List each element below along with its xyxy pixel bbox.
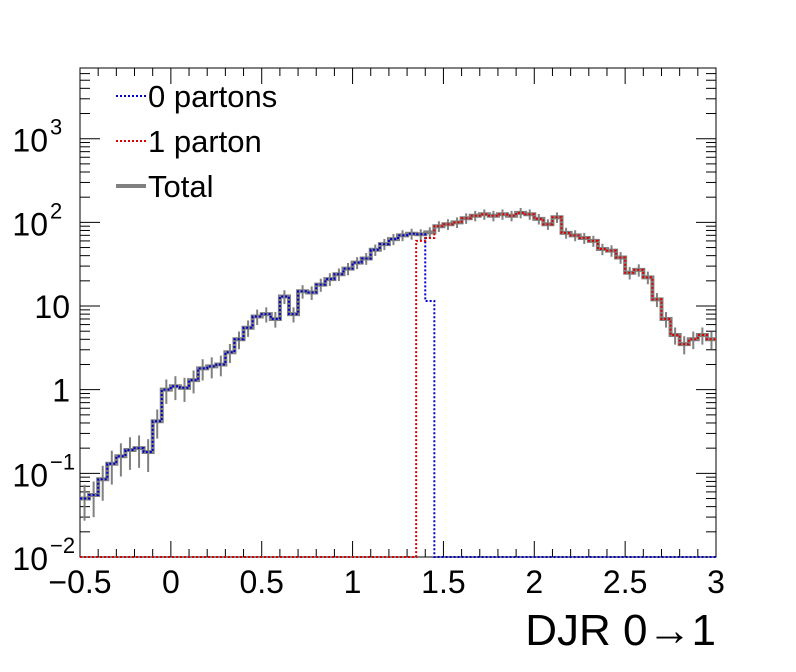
legend-item: 0 partons — [116, 79, 277, 114]
y-tick-label: 1 — [52, 373, 70, 409]
svg-text:2: 2 — [50, 198, 62, 223]
legend-item: 1 parton — [116, 124, 262, 159]
series-line — [80, 232, 716, 558]
x-axis-label: DJR 0→1 — [525, 606, 716, 655]
svg-text:10: 10 — [12, 206, 48, 242]
svg-text:10: 10 — [12, 123, 48, 159]
y-tick-label: 10 −1 — [12, 449, 75, 493]
x-tick-label: 2 — [525, 564, 543, 600]
series-layer — [80, 208, 716, 558]
x-tick-label: 1.5 — [421, 564, 465, 600]
x-tick-label: 3 — [707, 564, 725, 600]
legend-item: Total — [116, 169, 213, 204]
x-tick-label: 0.5 — [239, 564, 283, 600]
legend-label: 0 partons — [148, 79, 277, 114]
y-tick-label: 10 2 — [12, 198, 62, 242]
x-tick-label: 0 — [162, 564, 180, 600]
svg-text:10: 10 — [34, 289, 70, 325]
legend: 0 partons 1 parton Total — [116, 79, 277, 204]
series-0-partons — [80, 232, 716, 558]
x-tick-label: −0.5 — [48, 564, 111, 600]
x-tick-label: 2.5 — [603, 564, 647, 600]
svg-text:1: 1 — [52, 373, 70, 409]
legend-label: 1 parton — [148, 124, 262, 159]
svg-text:10: 10 — [12, 541, 48, 577]
series-line — [80, 211, 716, 558]
y-tick-label: 10 −2 — [12, 533, 75, 577]
svg-text:10: 10 — [12, 457, 48, 493]
series-total — [80, 208, 716, 521]
svg-text:−2: −2 — [50, 533, 75, 558]
y-tick-label: 10 — [34, 289, 70, 325]
svg-text:3: 3 — [50, 115, 62, 140]
x-tick-label: 1 — [344, 564, 362, 600]
y-tick-label: 10 3 — [12, 115, 62, 159]
series-1-parton — [80, 211, 716, 558]
svg-text:−1: −1 — [50, 449, 75, 474]
legend-label: Total — [148, 169, 213, 204]
